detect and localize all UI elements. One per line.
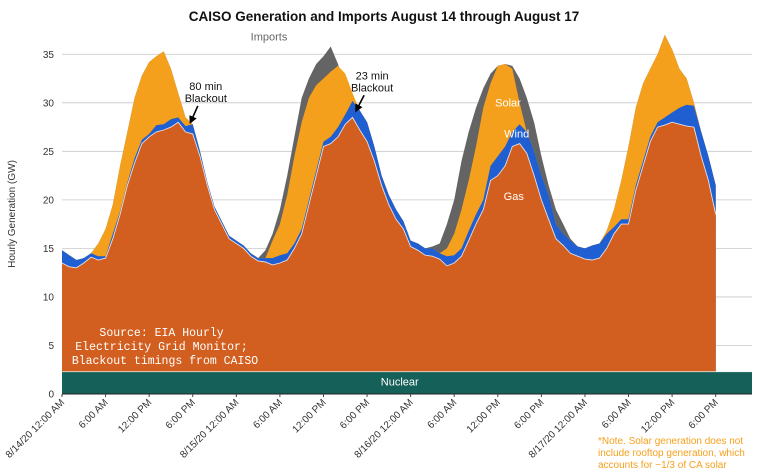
area-gas [62,117,716,395]
x-tick-label-9: 6:00 AM [426,397,460,431]
footnote-line-1: *Note. Solar generation does not [598,436,743,447]
y-tick-35: 35 [43,50,55,61]
chart-title: CAISO Generation and Imports August 14 t… [189,9,580,24]
edge-gas [61,116,717,269]
x-tick-label-10: 12:00 PM [465,397,503,435]
x-tick-label-5: 6:00 AM [251,397,285,431]
x-tick-label-6: 12:00 PM [291,397,329,435]
x-tick-label-7: 6:00 PM [338,397,372,431]
source-note: Source: EIA Hourly Electricity Grid Moni… [72,327,258,368]
blackout-arrow-0 [189,105,199,125]
y-tick-0: 0 [48,390,54,401]
blackout-annotations: 80 min Blackout 23 min Blackout [185,70,393,125]
y-tick-20: 20 [43,195,55,206]
y-tick-30: 30 [43,98,55,109]
footnote: *Note. Solar generation does not include… [598,436,748,471]
y-tick-25: 25 [43,147,55,158]
stacked-areas [61,34,752,395]
blackout-annotation-0: 80 min Blackout [185,81,227,105]
x-tick-label-0: 8/14/20 12:00 AM [4,397,67,460]
x-tick-label-13: 6:00 AM [600,397,634,431]
y-tick-5: 5 [48,341,54,352]
x-tick-label-14: 12:00 PM [639,397,677,435]
x-tick-label-3: 6:00 PM [164,397,198,431]
series-label-wind: Wind [504,129,529,141]
y-tick-15: 15 [43,244,55,255]
x-tick-label-2: 12:00 PM [116,397,154,435]
x-tick-label-1: 6:00 AM [77,397,111,431]
source-line-3: Blackout timings from CAISO [72,355,258,368]
series-label-solar: Solar [495,98,521,110]
blackout-annotation-1: 23 min Blackout [351,70,393,94]
series-label-nuclear: Nuclear [381,376,419,388]
source-line-2: Electricity Grid Monitor; [75,341,248,354]
series-label-gas: Gas [504,191,525,203]
y-axis-ticks: 0 5 10 15 20 25 30 35 [43,50,55,401]
y-axis-label: Hourly Generation (GW) [7,160,18,268]
series-labels: Imports Solar Wind Gas Nuclear [251,32,530,389]
source-line-1: Source: EIA Hourly [99,327,223,340]
series-label-imports: Imports [251,32,288,44]
y-tick-10: 10 [43,292,55,303]
blackout-arrow-1 [355,94,365,113]
x-tick-label-11: 6:00 PM [512,397,546,431]
area-nuclear [62,371,752,394]
x-tick-label-15: 6:00 PM [687,397,721,431]
footnote-line-3: accounts for ~1/3 of CA solar [598,460,727,471]
footnote-line-2: include rooftop generation, which [598,448,745,459]
